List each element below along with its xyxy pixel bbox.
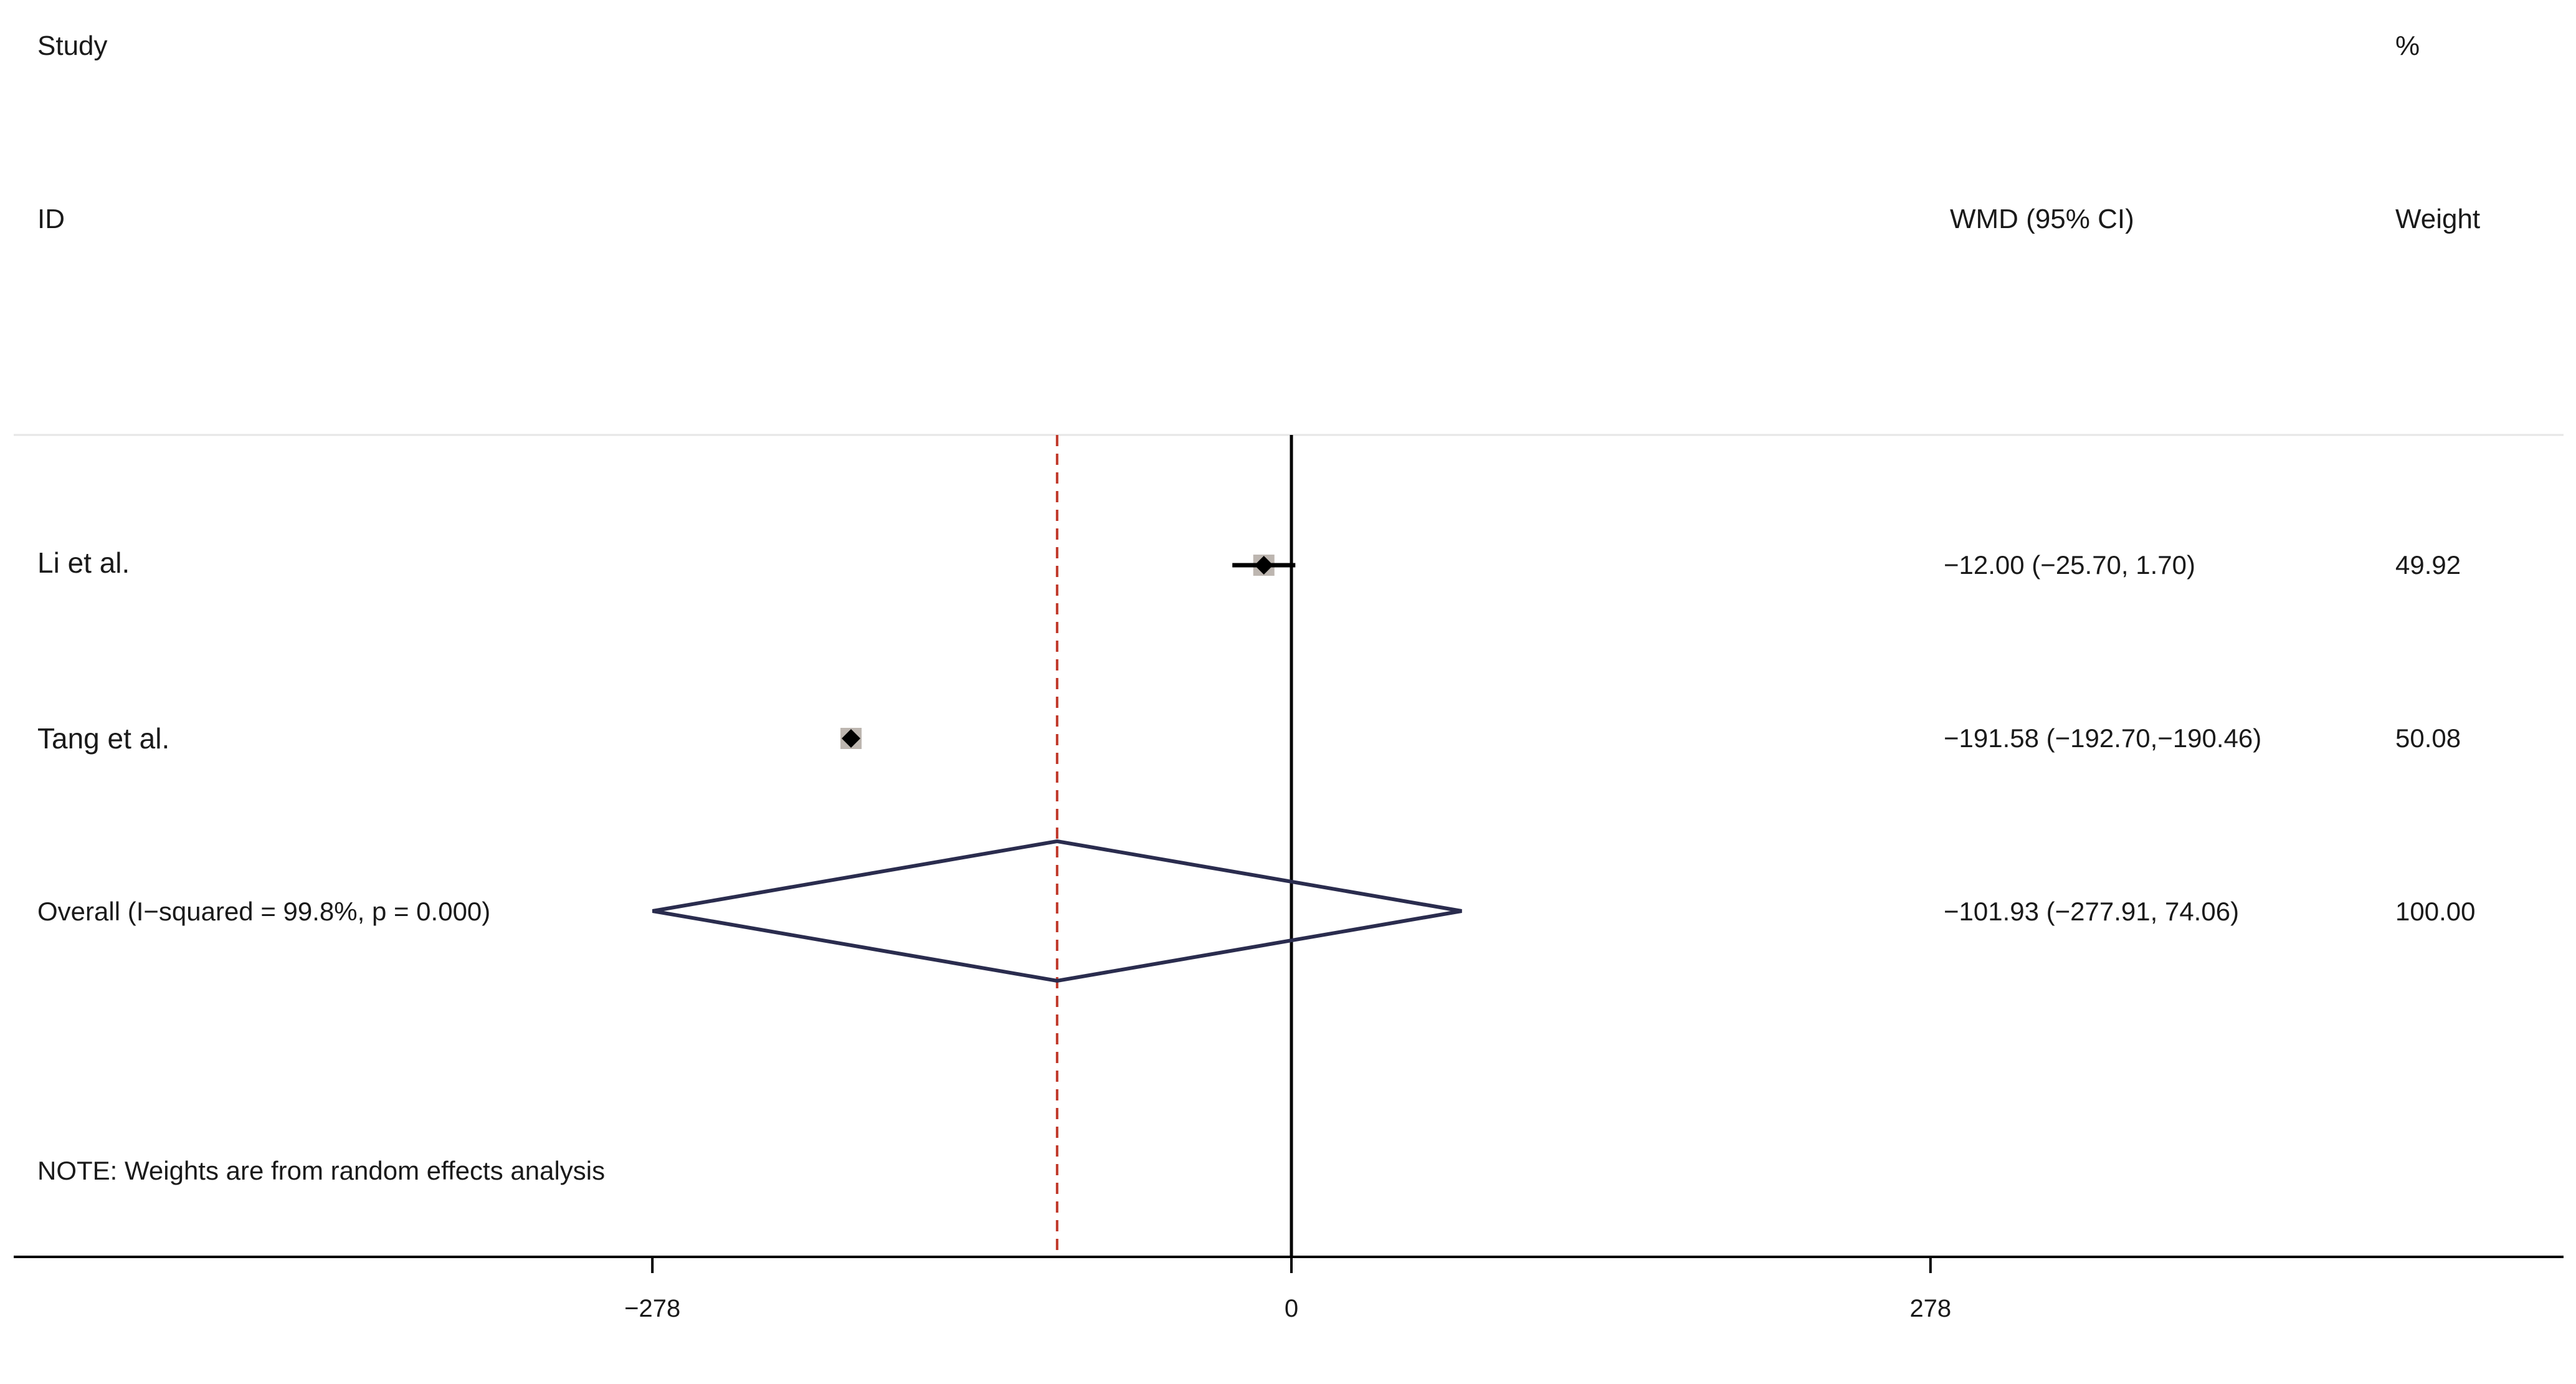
- study-header: Study: [37, 31, 108, 61]
- id-header: ID: [37, 204, 65, 234]
- weight-text-li: 49.92: [2395, 550, 2461, 580]
- effect-text-li: −12.00 (−25.70, 1.70): [1944, 550, 2195, 580]
- overall-label: Overall (I−squared = 99.8%, p = 0.000): [37, 897, 491, 926]
- overall-effect-text: −101.93 (−277.91, 74.06): [1944, 897, 2240, 926]
- x-tick-label: 278: [1909, 1295, 1952, 1322]
- x-tick-label: 0: [1284, 1295, 1299, 1322]
- weight-text-tang: 50.08: [2395, 723, 2461, 753]
- effect-header: WMD (95% CI): [1950, 204, 2134, 234]
- overall-diamond: [652, 839, 1462, 983]
- note-text: NOTE: Weights are from random effects an…: [37, 1156, 606, 1185]
- weight-percent-header: %: [2395, 31, 2420, 61]
- study-point-estimate: [1254, 556, 1273, 575]
- study-point-estimate: [842, 729, 861, 748]
- weight-header: Weight: [2395, 204, 2481, 234]
- overall-weight-text: 100.00: [2395, 897, 2476, 926]
- study-label-tang: Tang et al.: [37, 722, 170, 755]
- effect-text-tang: −191.58 (−192.70,−190.46): [1944, 723, 2262, 753]
- study-label-li: Li et al.: [37, 546, 130, 579]
- x-tick-label: −278: [624, 1295, 681, 1322]
